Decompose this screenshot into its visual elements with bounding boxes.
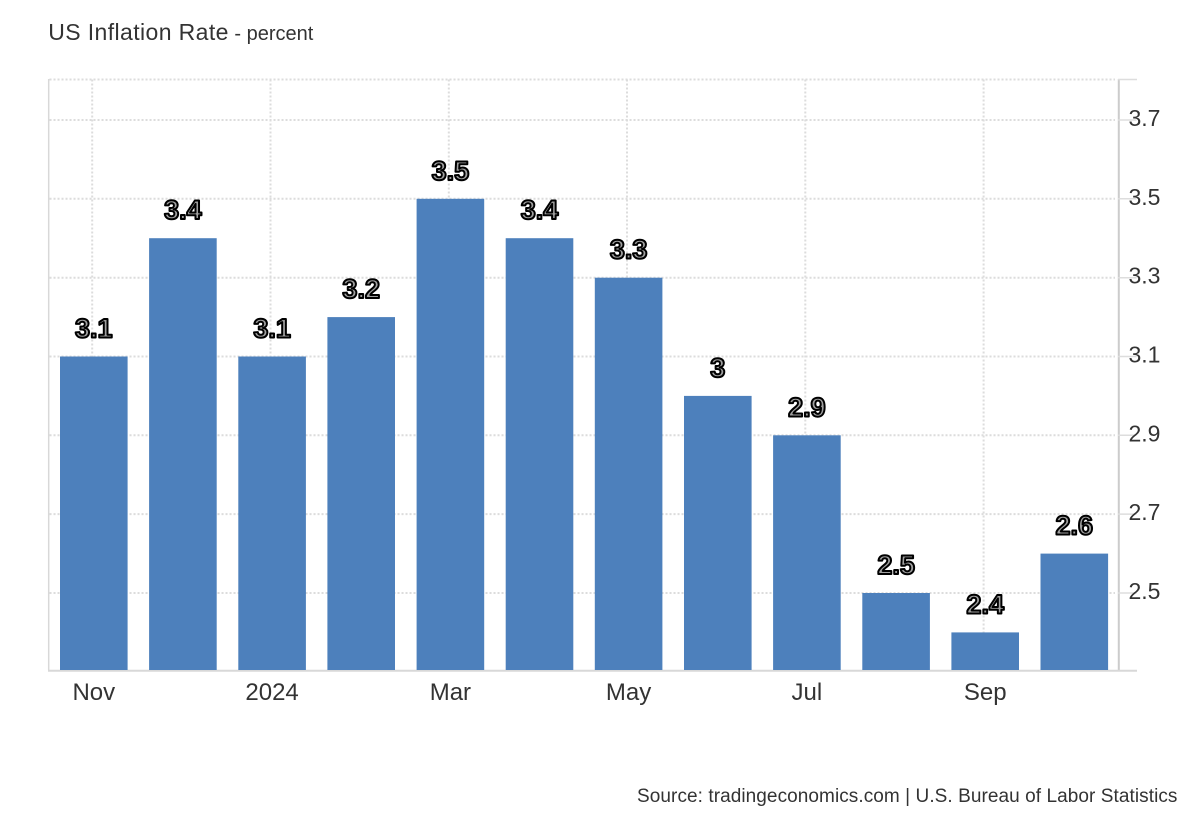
svg-text:2.7: 2.7 <box>1129 499 1161 525</box>
svg-text:3.1: 3.1 <box>1129 342 1161 368</box>
svg-text:3.2: 3.2 <box>342 274 380 304</box>
svg-text:3.3: 3.3 <box>1129 263 1161 289</box>
svg-text:3.3: 3.3 <box>610 235 648 265</box>
svg-text:Nov: Nov <box>72 679 115 706</box>
svg-text:3.4: 3.4 <box>164 195 202 225</box>
svg-text:May: May <box>606 679 651 706</box>
svg-text:3: 3 <box>710 353 725 383</box>
svg-text:2024: 2024 <box>245 679 298 706</box>
svg-text:3.7: 3.7 <box>1129 105 1161 131</box>
svg-text:Sep: Sep <box>964 679 1007 706</box>
svg-text:Jul: Jul <box>792 679 823 706</box>
svg-text:2.6: 2.6 <box>1056 511 1094 541</box>
svg-text:3.4: 3.4 <box>521 195 559 225</box>
svg-text:3.5: 3.5 <box>432 156 470 186</box>
svg-text:3.1: 3.1 <box>253 314 291 344</box>
svg-text:2.9: 2.9 <box>788 392 826 422</box>
svg-text:2.9: 2.9 <box>1129 420 1161 446</box>
svg-text:Source: tradingeconomics.com |: Source: tradingeconomics.com | U.S. Bure… <box>637 786 1177 807</box>
svg-text:2.5: 2.5 <box>877 550 915 580</box>
svg-text:3.1: 3.1 <box>75 314 113 344</box>
svg-text:2.4: 2.4 <box>966 589 1004 619</box>
svg-text:US Inflation Rate - percent: US Inflation Rate - percent <box>48 19 314 45</box>
svg-text:3.5: 3.5 <box>1129 184 1161 210</box>
svg-text:2.5: 2.5 <box>1129 578 1161 604</box>
svg-text:Mar: Mar <box>430 679 471 706</box>
